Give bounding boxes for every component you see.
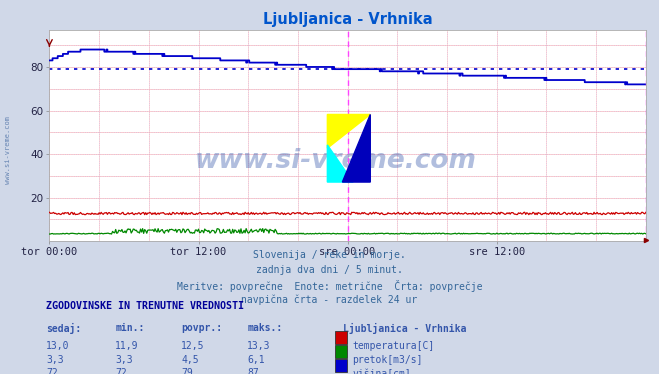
Text: 87: 87 <box>247 368 259 374</box>
Title: Ljubljanica - Vrhnika: Ljubljanica - Vrhnika <box>263 12 432 27</box>
Text: sedaj:: sedaj: <box>46 323 81 334</box>
Text: min.:: min.: <box>115 323 145 333</box>
Text: 13,3: 13,3 <box>247 341 271 351</box>
Text: Ljubljanica - Vrhnika: Ljubljanica - Vrhnika <box>343 323 466 334</box>
Text: Slovenija / reke in morje.: Slovenija / reke in morje. <box>253 250 406 260</box>
Text: 3,3: 3,3 <box>115 355 133 365</box>
Text: višina[cm]: višina[cm] <box>353 368 411 374</box>
Text: maks.:: maks.: <box>247 323 282 333</box>
Text: 13,0: 13,0 <box>46 341 70 351</box>
Text: ZGODOVINSKE IN TRENUTNE VREDNOSTI: ZGODOVINSKE IN TRENUTNE VREDNOSTI <box>46 301 244 311</box>
Text: 72: 72 <box>115 368 127 374</box>
Text: 3,3: 3,3 <box>46 355 64 365</box>
Polygon shape <box>328 145 353 182</box>
Text: temperatura[C]: temperatura[C] <box>353 341 435 351</box>
Text: povpr.:: povpr.: <box>181 323 222 333</box>
Text: Meritve: povprečne  Enote: metrične  Črta: povprečje: Meritve: povprečne Enote: metrične Črta:… <box>177 280 482 292</box>
Text: 72: 72 <box>46 368 58 374</box>
Polygon shape <box>328 114 370 148</box>
Text: 6,1: 6,1 <box>247 355 265 365</box>
Text: www.si-vreme.com: www.si-vreme.com <box>5 116 11 184</box>
Text: 4,5: 4,5 <box>181 355 199 365</box>
Text: zadnja dva dni / 5 minut.: zadnja dva dni / 5 minut. <box>256 265 403 275</box>
Text: pretok[m3/s]: pretok[m3/s] <box>353 355 423 365</box>
Text: 12,5: 12,5 <box>181 341 205 351</box>
Polygon shape <box>343 114 370 182</box>
Text: www.si-vreme.com: www.si-vreme.com <box>194 148 476 174</box>
Text: 79: 79 <box>181 368 193 374</box>
Text: navpična črta - razdelek 24 ur: navpična črta - razdelek 24 ur <box>241 295 418 305</box>
Text: 11,9: 11,9 <box>115 341 139 351</box>
